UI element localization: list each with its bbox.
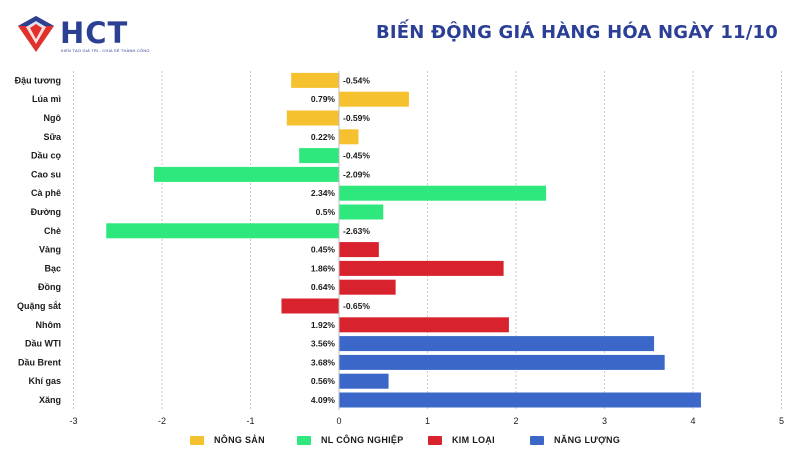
value-label: 4.09% bbox=[311, 395, 336, 405]
category-label: Đường bbox=[31, 207, 61, 217]
x-tick-label: 4 bbox=[690, 416, 695, 426]
value-label: 2.34% bbox=[311, 188, 336, 198]
category-label: Sữa bbox=[43, 132, 62, 142]
logo-tagline: KIẾN TẠO GIÁ TRỊ - CHIA SẺ THÀNH CÔNG bbox=[61, 48, 150, 53]
legend-label: NĂNG LƯỢNG bbox=[554, 435, 621, 445]
category-label: Cao su bbox=[31, 169, 61, 179]
bar bbox=[339, 373, 389, 389]
bar bbox=[339, 260, 504, 276]
category-label: Ngô bbox=[44, 113, 62, 123]
value-label: 0.64% bbox=[311, 282, 336, 292]
legend-item: NL CÔNG NGHIỆP bbox=[297, 432, 404, 448]
legend-swatch bbox=[190, 435, 204, 445]
value-label: 0.79% bbox=[311, 94, 336, 104]
value-label: -0.65% bbox=[343, 301, 370, 311]
value-label: 0.45% bbox=[311, 245, 336, 255]
hct-logo: HCT KIẾN TẠO GIÁ TRỊ - CHIA SẺ THÀNH CÔN… bbox=[16, 14, 176, 56]
value-label: -2.09% bbox=[343, 169, 370, 179]
category-label: Lúa mì bbox=[32, 94, 61, 104]
value-label: -2.63% bbox=[343, 226, 370, 236]
bar bbox=[154, 166, 339, 182]
legend-item: KIM LOẠI bbox=[428, 432, 495, 448]
category-label: Khí gas bbox=[28, 376, 61, 386]
bar bbox=[291, 72, 339, 88]
value-label: 0.56% bbox=[311, 376, 336, 386]
value-label: 0.22% bbox=[311, 132, 336, 142]
value-label: 1.92% bbox=[311, 320, 336, 330]
legend-label: NL CÔNG NGHIỆP bbox=[321, 435, 404, 445]
bar bbox=[281, 298, 339, 314]
category-label: Cà phê bbox=[31, 188, 61, 198]
bar bbox=[339, 354, 665, 370]
bar bbox=[339, 129, 359, 145]
value-label: -0.59% bbox=[343, 113, 370, 123]
x-tick-label: 0 bbox=[336, 416, 341, 426]
bar bbox=[339, 185, 547, 201]
category-label: Chè bbox=[44, 226, 61, 236]
value-label: 0.5% bbox=[316, 207, 336, 217]
bar bbox=[339, 91, 409, 107]
legend-label: NÔNG SẢN bbox=[214, 435, 265, 445]
hct-diamond-logo-icon bbox=[18, 16, 54, 52]
legend-swatch bbox=[530, 435, 544, 445]
bar bbox=[286, 110, 339, 126]
legend-swatch bbox=[297, 435, 311, 445]
bar bbox=[106, 223, 340, 239]
category-label: Quặng sắt bbox=[17, 300, 61, 311]
category-label: Nhôm bbox=[36, 320, 62, 330]
bar bbox=[299, 148, 339, 164]
bar bbox=[339, 279, 396, 295]
value-label: 3.68% bbox=[311, 357, 336, 367]
value-label: -0.45% bbox=[343, 151, 370, 161]
bar bbox=[339, 242, 379, 258]
value-label: 1.86% bbox=[311, 263, 336, 273]
x-tick-label: 5 bbox=[779, 416, 784, 426]
value-label: -0.54% bbox=[343, 75, 370, 85]
category-label: Dầu Brent bbox=[18, 357, 61, 367]
x-tick-label: -3 bbox=[69, 416, 77, 426]
category-label: Bạc bbox=[44, 263, 61, 273]
value-label: 3.56% bbox=[311, 339, 336, 349]
bar bbox=[339, 204, 384, 220]
chart-title: BIẾN ĐỘNG GIÁ HÀNG HÓA NGÀY 11/10 bbox=[375, 22, 778, 43]
category-label: Đồng bbox=[38, 282, 61, 292]
logo-text: HCT bbox=[60, 16, 129, 50]
legend-label: KIM LOẠI bbox=[452, 435, 495, 445]
x-tick-label: -1 bbox=[246, 416, 254, 426]
legend-swatch bbox=[428, 435, 442, 445]
x-tick-label: 2 bbox=[513, 416, 518, 426]
bar bbox=[339, 336, 655, 352]
category-label: Dầu cọ bbox=[31, 151, 62, 161]
x-tick-label: 1 bbox=[425, 416, 430, 426]
category-label: Xăng bbox=[39, 395, 61, 405]
x-tick-label: -2 bbox=[158, 416, 166, 426]
category-label: Vàng bbox=[39, 245, 61, 255]
bar bbox=[339, 392, 701, 408]
chart-legend: NÔNG SẢN NL CÔNG NGHIỆP KIM LOẠI NĂNG LƯỢNG bbox=[0, 432, 800, 448]
bar bbox=[339, 317, 509, 333]
legend-item: NĂNG LƯỢNG bbox=[530, 432, 620, 448]
category-label: Dầu WTI bbox=[25, 339, 61, 349]
category-label: Đậu tương bbox=[15, 75, 61, 85]
x-tick-label: 3 bbox=[602, 416, 607, 426]
legend-item: NÔNG SẢN bbox=[190, 432, 265, 448]
